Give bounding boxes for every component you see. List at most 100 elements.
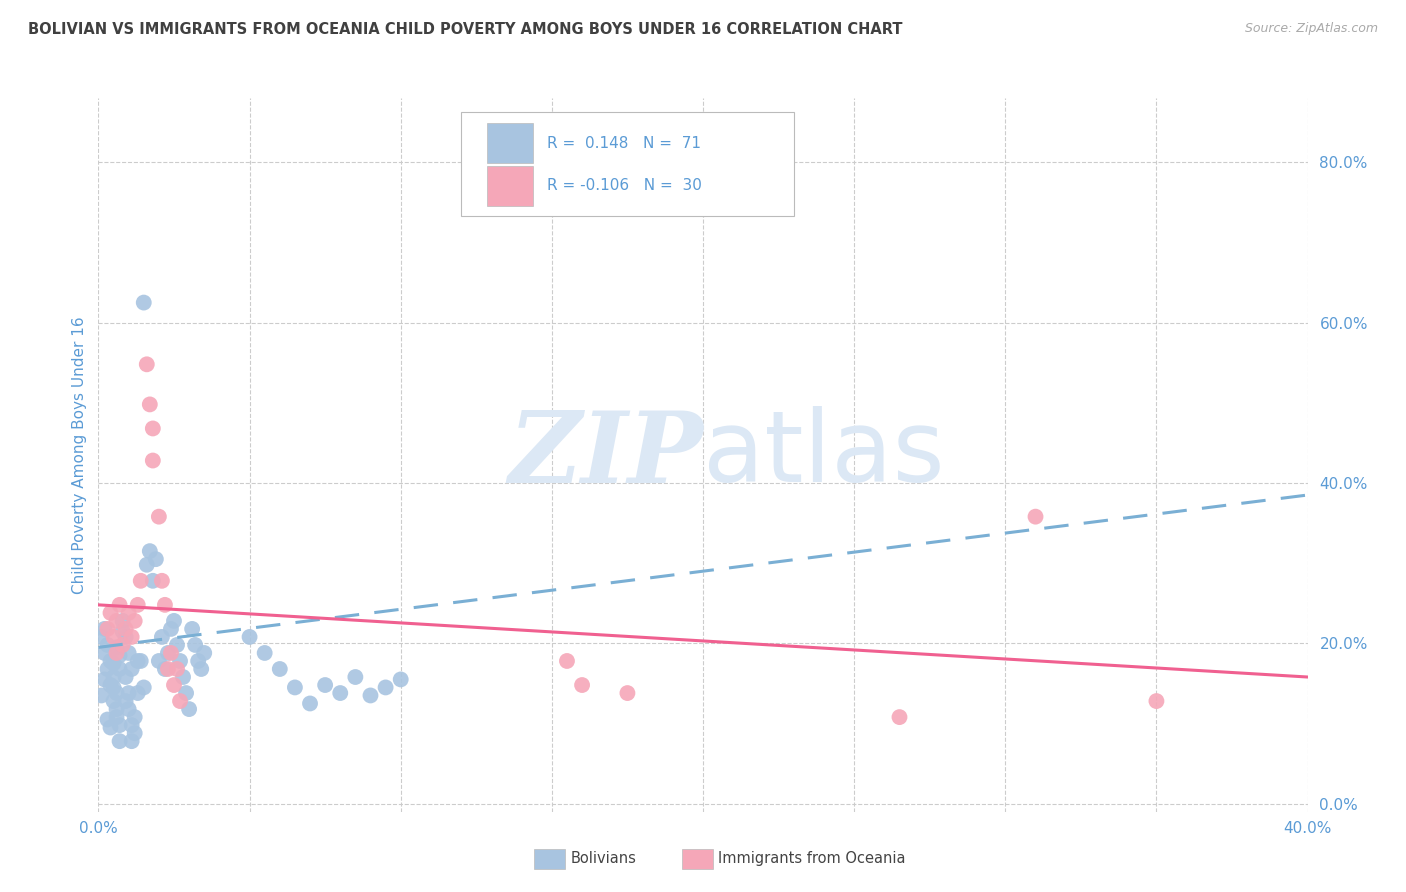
Point: [108, 598, 131, 612]
Point: [121, 630, 143, 644]
Point: [93, 646, 115, 660]
Point: [163, 678, 186, 692]
Point: [118, 606, 141, 620]
Point: [1144, 694, 1167, 708]
Point: [156, 646, 179, 660]
Point: [142, 453, 165, 467]
Point: [105, 710, 128, 724]
Point: [160, 646, 183, 660]
Text: R = -0.106   N =  30: R = -0.106 N = 30: [547, 178, 702, 194]
Point: [160, 622, 183, 636]
Point: [124, 710, 146, 724]
Point: [105, 614, 128, 628]
Point: [555, 654, 578, 668]
Point: [239, 630, 262, 644]
Point: [132, 681, 155, 695]
Point: [135, 357, 157, 371]
Point: [114, 694, 136, 708]
Bar: [486, 123, 533, 162]
Point: [105, 640, 128, 655]
Point: [127, 686, 149, 700]
Point: [96, 622, 118, 636]
Point: [389, 673, 412, 687]
Point: [103, 694, 125, 708]
Point: [124, 614, 146, 628]
Point: [156, 662, 179, 676]
Point: [344, 670, 367, 684]
Point: [96, 662, 118, 676]
Point: [145, 552, 167, 566]
Point: [284, 681, 307, 695]
Point: [108, 718, 131, 732]
Point: [142, 574, 165, 588]
Point: [105, 702, 128, 716]
Point: [103, 670, 125, 684]
FancyBboxPatch shape: [461, 112, 793, 216]
Point: [114, 630, 136, 644]
Point: [121, 734, 143, 748]
Point: [121, 662, 143, 676]
Point: [169, 694, 191, 708]
Point: [127, 598, 149, 612]
Text: R =  0.148   N =  71: R = 0.148 N = 71: [547, 136, 702, 151]
Point: [184, 638, 207, 652]
Point: [96, 713, 118, 727]
Point: [100, 678, 122, 692]
Point: [166, 662, 188, 676]
Point: [314, 678, 336, 692]
Point: [329, 686, 352, 700]
Point: [114, 670, 136, 684]
Point: [103, 630, 125, 644]
Point: [111, 614, 134, 628]
Point: [889, 710, 911, 724]
Point: [105, 646, 128, 660]
Point: [132, 295, 155, 310]
Text: ZIP: ZIP: [508, 407, 703, 503]
Point: [100, 721, 122, 735]
Text: Bolivians: Bolivians: [571, 851, 637, 865]
Point: [174, 686, 197, 700]
Point: [135, 558, 157, 572]
Point: [108, 662, 131, 676]
Point: [139, 544, 162, 558]
Point: [103, 681, 125, 695]
Point: [150, 630, 173, 644]
Point: [269, 662, 291, 676]
Point: [187, 654, 209, 668]
Text: atlas: atlas: [703, 407, 945, 503]
Point: [139, 397, 162, 411]
Point: [166, 638, 188, 652]
Point: [90, 689, 112, 703]
Point: [121, 718, 143, 732]
Point: [90, 630, 112, 644]
Point: [148, 509, 170, 524]
Point: [181, 622, 204, 636]
Point: [118, 646, 141, 660]
Point: [142, 421, 165, 435]
Point: [153, 598, 176, 612]
Point: [163, 614, 186, 628]
Point: [129, 574, 152, 588]
Point: [190, 662, 212, 676]
Bar: [486, 166, 533, 205]
Text: BOLIVIAN VS IMMIGRANTS FROM OCEANIA CHILD POVERTY AMONG BOYS UNDER 16 CORRELATIO: BOLIVIAN VS IMMIGRANTS FROM OCEANIA CHIL…: [28, 22, 903, 37]
Point: [127, 654, 149, 668]
Point: [96, 638, 118, 652]
Point: [360, 689, 382, 703]
Point: [193, 646, 215, 660]
Point: [100, 654, 122, 668]
Point: [172, 670, 194, 684]
Point: [108, 648, 131, 663]
Point: [100, 606, 122, 620]
Point: [93, 622, 115, 636]
Point: [118, 702, 141, 716]
Point: [105, 686, 128, 700]
Point: [571, 678, 593, 692]
Point: [93, 673, 115, 687]
Point: [111, 638, 134, 652]
Point: [114, 622, 136, 636]
Point: [118, 686, 141, 700]
Point: [177, 702, 201, 716]
Point: [374, 681, 396, 695]
Text: Source: ZipAtlas.com: Source: ZipAtlas.com: [1244, 22, 1378, 36]
